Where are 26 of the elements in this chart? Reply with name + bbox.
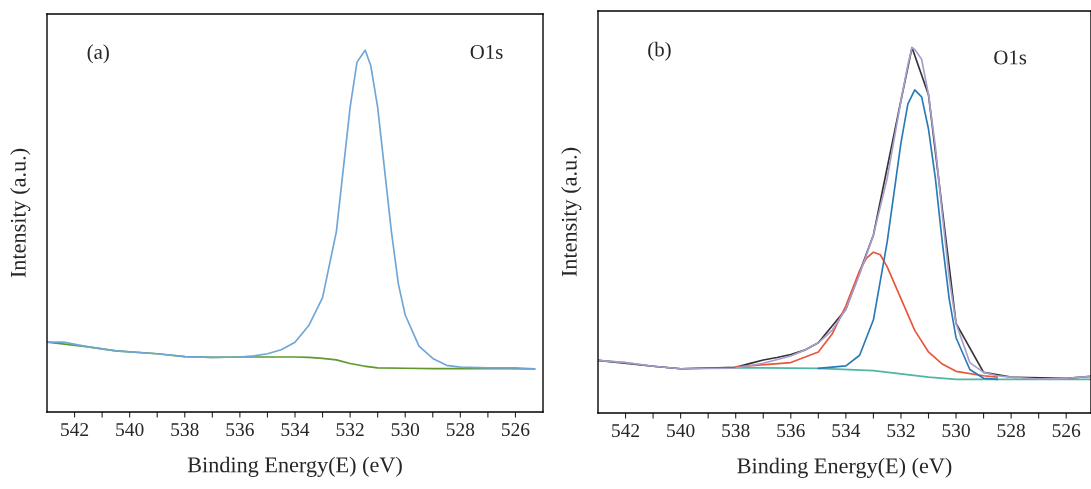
x-tick-label: 528 <box>446 422 475 437</box>
x-tick-label: 542 <box>612 424 640 438</box>
x-tick-label: 526 <box>1052 424 1081 438</box>
x-axis-title: Binding Energy(E) (eV) <box>737 457 952 478</box>
y-axis-title: Intensity (a.u.) <box>561 147 582 277</box>
annotation: O1s <box>470 45 503 60</box>
x-tick-label: 536 <box>226 423 254 437</box>
x-tick-label: 532 <box>336 423 364 437</box>
x-tick-label: 530 <box>942 423 970 438</box>
x-tick-label: 538 <box>722 423 750 438</box>
x-tick-label: 540 <box>667 423 695 438</box>
x-axis-title: Binding Energy(E) (eV) <box>187 456 402 477</box>
x-tick-label: 528 <box>997 423 1025 438</box>
x-tick-label: 534 <box>832 424 861 438</box>
x-tick-label: 534 <box>281 423 310 437</box>
x-tick-label: 530 <box>391 422 420 437</box>
annotation: (b) <box>648 41 671 61</box>
y-axis-title: Intensity (a.u.) <box>10 148 31 278</box>
x-tick-label: 532 <box>887 424 915 438</box>
x-tick-label: 536 <box>777 424 805 438</box>
annotation: O1s <box>994 50 1027 65</box>
x-tick-label: 526 <box>501 423 530 437</box>
x-tick-label: 538 <box>171 422 199 437</box>
x-tick-label: 540 <box>116 422 144 437</box>
x-tick-label: 542 <box>61 423 89 437</box>
annotation: (a) <box>87 44 109 64</box>
